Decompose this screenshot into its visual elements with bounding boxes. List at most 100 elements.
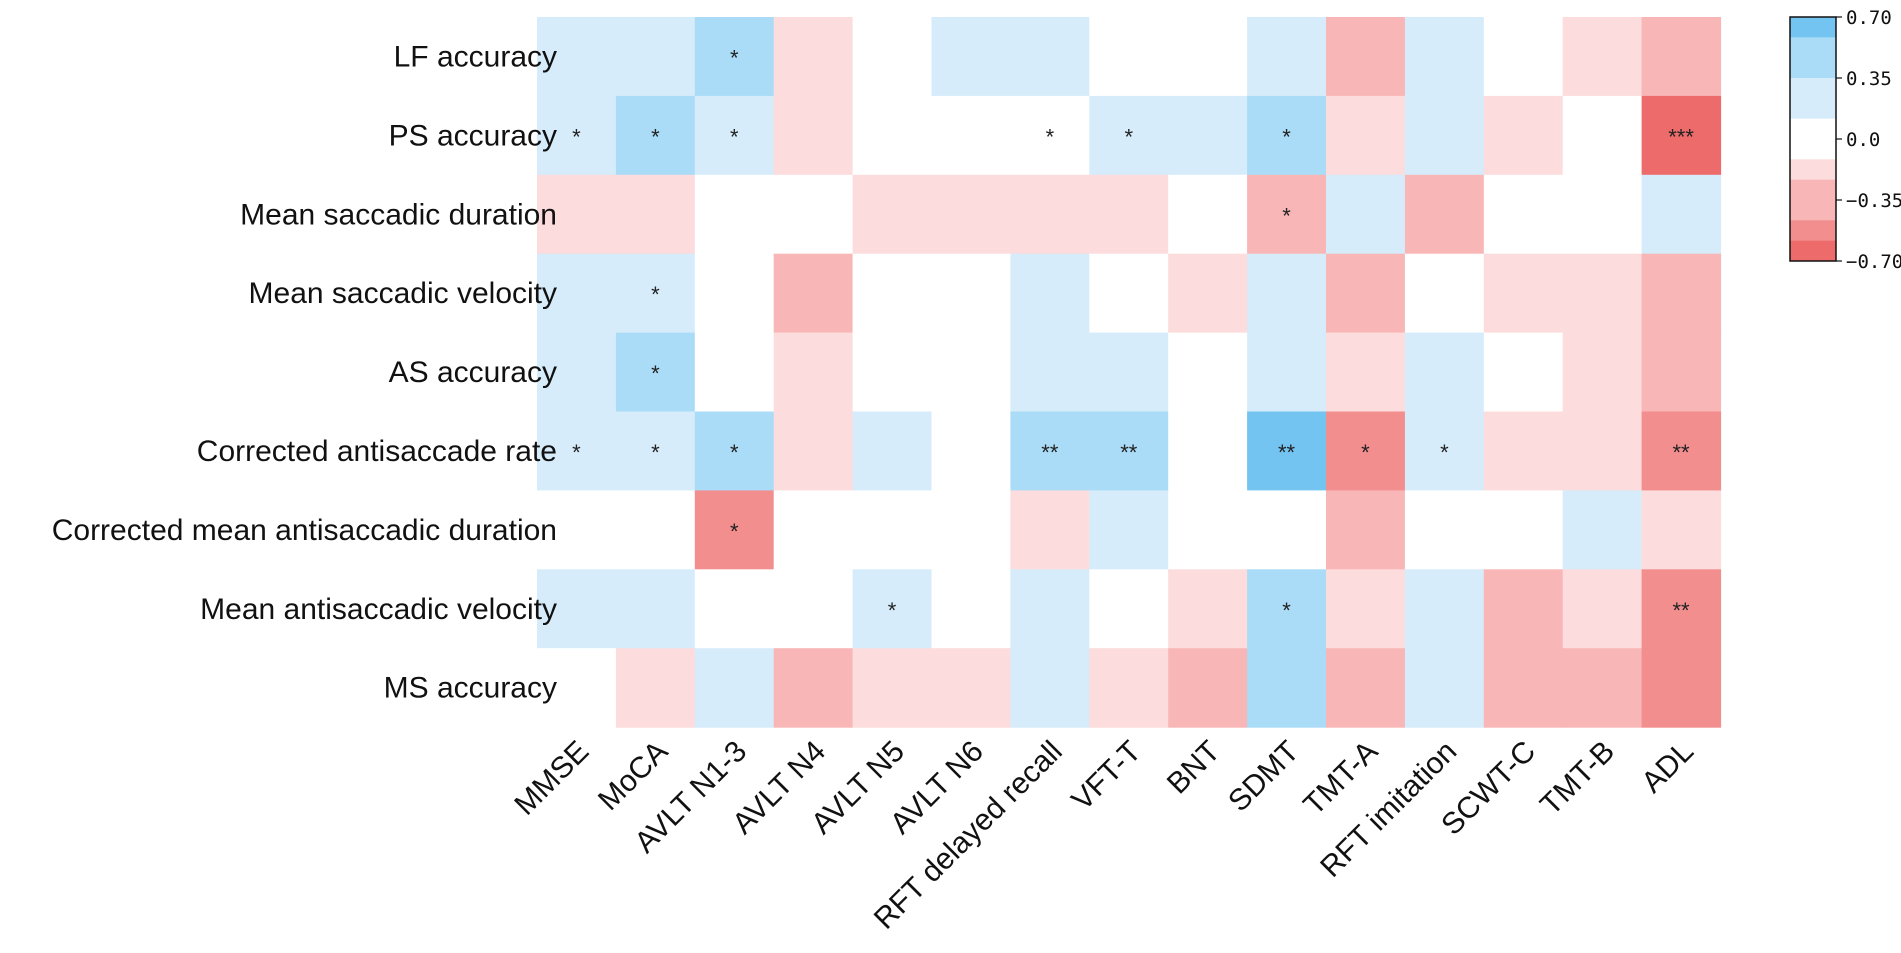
heatmap-cell-corrected-antisaccade-rate-avlt-n5 <box>852 411 933 491</box>
heatmap-cell-corrected-antisaccade-rate-tmt-b <box>1562 411 1643 491</box>
column-label-vft-t: VFT-T <box>1065 735 1147 817</box>
heatmap-cell-ms-accuracy-avlt-n5 <box>852 648 933 728</box>
heatmap-cell-corrected-mean-antisaccadic-duration-sdmt <box>1247 490 1327 570</box>
colorbar-bin-5 <box>1790 179 1836 221</box>
significance-marker: * <box>730 45 739 70</box>
heatmap-cell-ms-accuracy-vft-t <box>1089 648 1169 728</box>
heatmap-cell-as-accuracy-tmt-a <box>1326 332 1406 413</box>
heatmap-cell-mean-saccadic-duration-scwt-c <box>1483 174 1564 255</box>
heatmap-cell-mean-saccadic-velocity-avlt-n4 <box>773 253 854 334</box>
heatmap-cell-mean-saccadic-duration-adl <box>1641 174 1722 255</box>
heatmap-cell-ms-accuracy-avlt-n1-3 <box>694 648 775 728</box>
heatmap-cell-corrected-mean-antisaccadic-duration-tmt-b <box>1562 490 1643 570</box>
heatmap-cell-mean-antisaccadic-velocity-avlt-n5 <box>852 569 933 649</box>
heatmap-cell-mean-antisaccadic-velocity-avlt-n4 <box>773 569 854 649</box>
colorbar-tick-label: −0.35 <box>1846 190 1901 212</box>
heatmap-cell-ms-accuracy-tmt-b <box>1562 648 1643 728</box>
column-label-tmt-b: TMT-B <box>1534 735 1621 822</box>
heatmap-cell-mean-antisaccadic-velocity-mmse <box>537 569 617 649</box>
heatmap-cell-ps-accuracy-scwt-c <box>1483 95 1564 176</box>
heatmap-cell-as-accuracy-avlt-n5 <box>852 332 933 413</box>
heatmap-cell-mean-antisaccadic-velocity-scwt-c <box>1483 569 1564 649</box>
heatmap-cell-mean-antisaccadic-velocity-tmt-a <box>1326 569 1406 649</box>
heatmap-cell-corrected-mean-antisaccadic-duration-avlt-n6 <box>931 490 1011 570</box>
heatmap-cell-ps-accuracy-avlt-n4 <box>773 95 854 176</box>
heatmap-cell-corrected-mean-antisaccadic-duration-avlt-n5 <box>852 490 933 570</box>
heatmap-cell-corrected-mean-antisaccadic-duration-tmt-a <box>1326 490 1406 570</box>
heatmap-cell-corrected-antisaccade-rate-rft-imitation <box>1404 411 1485 491</box>
heatmap-cell-as-accuracy-moca <box>615 332 696 413</box>
heatmap-cell-ps-accuracy-avlt-n5 <box>852 95 933 176</box>
heatmap-cell-as-accuracy-sdmt <box>1247 332 1327 413</box>
significance-marker: ** <box>1278 440 1296 465</box>
significance-marker: * <box>1361 440 1370 465</box>
heatmap-cell-ps-accuracy-adl <box>1641 95 1722 176</box>
colorbar-bin-6 <box>1790 220 1836 242</box>
significance-marker: *** <box>1668 124 1694 149</box>
significance-markers: ** * * * * * ******* * * ** ** ** * * **** * ** <box>572 45 1694 622</box>
heatmap-cell-corrected-mean-antisaccadic-duration-vft-t <box>1089 490 1169 570</box>
heatmap-cell-mean-saccadic-duration-mmse <box>537 174 617 255</box>
heatmap-cell-ms-accuracy-adl <box>1641 648 1722 728</box>
heatmap-cell-mean-saccadic-duration-moca <box>615 174 696 255</box>
heatmap-cell-corrected-antisaccade-rate-moca <box>615 411 696 491</box>
heatmap-cell-ms-accuracy-rft-imitation <box>1404 648 1485 728</box>
heatmap-cell-corrected-mean-antisaccadic-duration-rft-delayed-recall <box>1010 490 1090 570</box>
heatmap-cell-mean-saccadic-duration-rft-imitation <box>1404 174 1485 255</box>
row-label-ps-accuracy: PS accuracy <box>389 119 557 152</box>
row-label-mean-saccadic-velocity: Mean saccadic velocity <box>249 277 557 310</box>
heatmap-cell-lf-accuracy-bnt <box>1168 17 1248 97</box>
heatmap-cell-as-accuracy-scwt-c <box>1483 332 1564 413</box>
heatmap-cell-lf-accuracy-sdmt <box>1247 17 1327 97</box>
heatmap-cell-lf-accuracy-moca <box>615 17 696 97</box>
heatmap-cell-ms-accuracy-avlt-n4 <box>773 648 854 728</box>
heatmap-cell-corrected-antisaccade-rate-adl <box>1641 411 1722 491</box>
heatmap-cell-mean-saccadic-duration-tmt-b <box>1562 174 1643 255</box>
row-label-mean-antisaccadic-velocity: Mean antisaccadic velocity <box>200 593 557 626</box>
heatmap-cell-lf-accuracy-vft-t <box>1089 17 1169 97</box>
heatmap-cell-as-accuracy-avlt-n4 <box>773 332 854 413</box>
significance-marker: * <box>888 598 897 623</box>
heatmap-cell-mean-saccadic-duration-avlt-n1-3 <box>694 174 775 255</box>
row-label-mean-saccadic-duration: Mean saccadic duration <box>240 198 557 231</box>
heatmap-cell-lf-accuracy-avlt-n5 <box>852 17 933 97</box>
heatmap-cell-ms-accuracy-bnt <box>1168 648 1248 728</box>
significance-marker: ** <box>1672 440 1690 465</box>
heatmap-cells <box>537 17 1722 728</box>
heatmap-cell-mean-saccadic-duration-avlt-n6 <box>931 174 1011 255</box>
heatmap-cell-ps-accuracy-avlt-n6 <box>931 95 1011 176</box>
heatmap-cell-corrected-antisaccade-rate-scwt-c <box>1483 411 1564 491</box>
row-label-corrected-mean-antisaccadic-duration: Corrected mean antisaccadic duration <box>52 514 557 547</box>
significance-marker: * <box>651 361 660 386</box>
heatmap-cell-as-accuracy-avlt-n1-3 <box>694 332 775 413</box>
heatmap-cell-lf-accuracy-mmse <box>537 17 617 97</box>
heatmap-cell-ms-accuracy-mmse <box>537 648 617 728</box>
heatmap-cell-mean-saccadic-duration-rft-delayed-recall <box>1010 174 1090 255</box>
heatmap-cell-mean-antisaccadic-velocity-avlt-n1-3 <box>694 569 775 649</box>
heatmap-cell-lf-accuracy-rft-delayed-recall <box>1010 17 1090 97</box>
significance-marker: * <box>730 519 739 544</box>
heatmap-cell-corrected-antisaccade-rate-rft-delayed-recall <box>1010 411 1090 491</box>
heatmap-cell-mean-saccadic-duration-sdmt <box>1247 174 1327 255</box>
heatmap-cell-ms-accuracy-moca <box>615 648 696 728</box>
heatmap-cell-lf-accuracy-avlt-n1-3 <box>694 17 775 97</box>
heatmap-cell-as-accuracy-bnt <box>1168 332 1248 413</box>
significance-marker: * <box>651 282 660 307</box>
heatmap-cell-mean-saccadic-velocity-mmse <box>537 253 617 334</box>
heatmap-cell-ps-accuracy-moca <box>615 95 696 176</box>
heatmap-cell-lf-accuracy-tmt-b <box>1562 17 1643 97</box>
heatmap-cell-mean-saccadic-velocity-tmt-a <box>1326 253 1406 334</box>
heatmap-cell-mean-antisaccadic-velocity-tmt-b <box>1562 569 1643 649</box>
heatmap-cell-corrected-mean-antisaccadic-duration-rft-imitation <box>1404 490 1485 570</box>
heatmap-cell-as-accuracy-tmt-b <box>1562 332 1643 413</box>
heatmap-cell-mean-saccadic-duration-tmt-a <box>1326 174 1406 255</box>
column-label-adl: ADL <box>1635 735 1700 800</box>
heatmap-cell-mean-saccadic-duration-avlt-n4 <box>773 174 854 255</box>
heatmap-cell-mean-antisaccadic-velocity-avlt-n6 <box>931 569 1011 649</box>
heatmap-cell-mean-saccadic-velocity-avlt-n5 <box>852 253 933 334</box>
colorbar-bin-0 <box>1790 17 1836 38</box>
heatmap-cell-corrected-mean-antisaccadic-duration-moca <box>615 490 696 570</box>
heatmap-cell-mean-saccadic-velocity-bnt <box>1168 253 1248 334</box>
